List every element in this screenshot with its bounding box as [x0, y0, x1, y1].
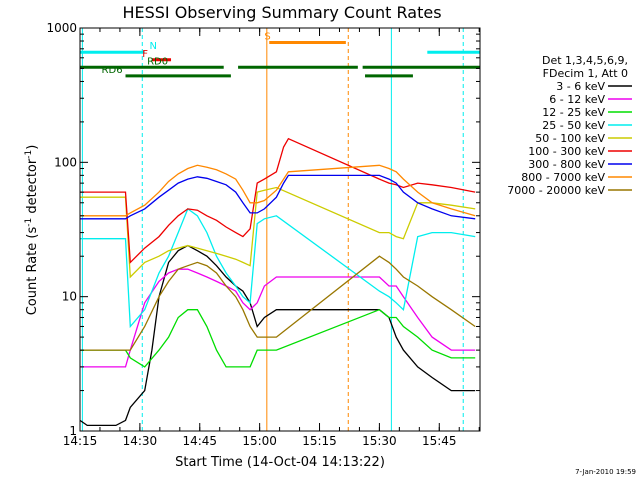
y-axis-label: Count Rate (s-1 detector-1) — [24, 145, 40, 316]
y-axis-label-sup2: -1 — [24, 150, 34, 159]
x-tick-label-4: 15:15 — [302, 434, 337, 448]
chart-title: HESSI Observing Summary Count Rates — [122, 3, 441, 22]
legend-label-0: 3 - 6 keV — [556, 80, 605, 93]
y-tick-label-3: 1000 — [46, 21, 77, 35]
legend-label-4: 50 - 100 keV — [535, 132, 605, 145]
y-axis-label-main: Count Rate (s — [25, 227, 40, 316]
series-line-1 — [80, 268, 476, 368]
y-axis-label-mid: detector — [25, 158, 40, 218]
y-tick-label-0: 1 — [69, 424, 77, 438]
series-line-6 — [80, 174, 476, 220]
x-tick-label-0: 14:15 — [63, 434, 98, 448]
time-markers — [81, 28, 464, 431]
legend-label-5: 100 - 300 keV — [528, 145, 605, 158]
x-axis-label: Start Time (14-Oct-04 14:13:22) — [175, 455, 385, 470]
flag-label-3: RD6 — [102, 65, 123, 76]
legend-label-2: 12 - 25 keV — [542, 106, 605, 119]
y-axis: 1 10 100 1000 — [46, 21, 480, 438]
series-line-2 — [80, 308, 476, 368]
x-tick-label-1: 14:30 — [123, 434, 158, 448]
series-lines — [79, 137, 476, 427]
series-line-7 — [80, 164, 476, 217]
flag-label-4: S — [264, 31, 270, 42]
legend-label-6: 300 - 800 keV — [528, 158, 605, 171]
y-axis-label-sup1: -1 — [24, 218, 34, 227]
y-tick-label-2: 100 — [54, 155, 77, 169]
legend: Det 1,3,4,5,6,9,FDecim 1, Att 03 - 6 keV… — [507, 54, 632, 197]
x-tick-label-6: 15:45 — [422, 434, 457, 448]
series-line-0 — [79, 244, 476, 427]
x-tick-label-3: 15:00 — [242, 434, 277, 448]
x-tick-label-5: 15:30 — [362, 434, 397, 448]
legend-label-3: 25 - 50 keV — [542, 119, 605, 132]
legend-header-1: FDecim 1, Att 0 — [543, 67, 628, 80]
legend-label-1: 6 - 12 keV — [549, 93, 605, 106]
legend-header-0: Det 1,3,4,5,6,9, — [542, 54, 628, 67]
legend-label-7: 800 - 7000 keV — [521, 171, 605, 184]
flag-label-1: F — [142, 49, 148, 60]
y-tick-label-1: 10 — [62, 290, 77, 304]
legend-label-8: 7000 - 20000 keV — [507, 184, 605, 197]
flag-label-0: N — [149, 41, 156, 52]
footer-date: 7-Jan-2010 19:59 — [575, 468, 636, 476]
series-line-5 — [80, 137, 476, 264]
series-line-3 — [80, 207, 476, 329]
y-axis-label-end: ) — [25, 145, 40, 150]
series-line-4 — [80, 186, 476, 279]
x-axis: 14:15 14:30 14:45 15:00 15:15 15:30 15:45 — [63, 28, 480, 448]
flag-label-2: RD0 — [147, 56, 168, 67]
x-tick-label-2: 14:45 — [182, 434, 217, 448]
series-line-8 — [80, 255, 476, 351]
